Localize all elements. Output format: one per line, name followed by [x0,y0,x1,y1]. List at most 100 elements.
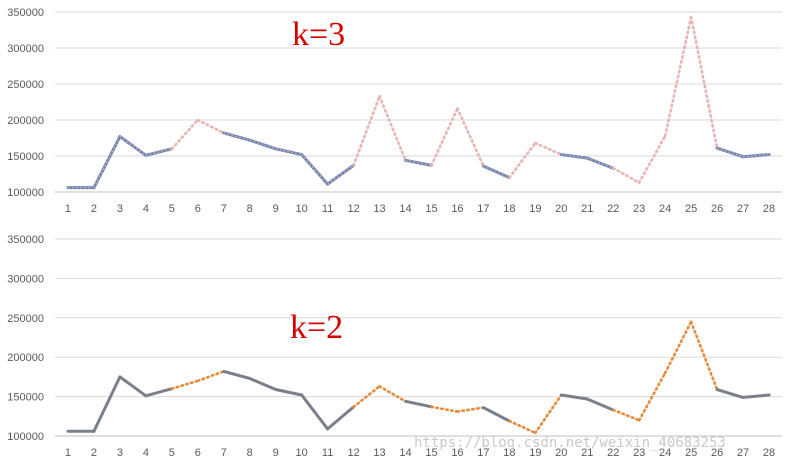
x-tick-label: 2 [91,447,97,459]
x-tick-label: 21 [581,447,593,459]
x-tick-label: 17 [477,447,489,459]
series-segment-overlay [716,147,744,158]
x-tick-label: 14 [399,447,411,459]
x-tick-label: 22 [607,447,619,459]
series-segment-overlay [483,165,510,179]
series-segment-dotted [663,320,693,375]
series-segment-dotted [611,408,641,422]
y-tick-label: 100000 [7,187,44,199]
x-tick-label: 11 [322,203,333,215]
series-segment-overlay [405,159,432,166]
x-tick-label: 15 [425,203,437,215]
series-segment-solid [300,393,330,431]
x-tick-label: 17 [477,203,489,215]
x-tick-label: 26 [711,447,723,459]
watermark-text: https://blog.csdn.net/weixin_40683253 [414,435,726,451]
x-tick-label: 4 [143,203,149,215]
series-segment-dotted [430,107,459,167]
series-segment-overlay [223,132,250,141]
x-tick-label: 20 [555,203,567,215]
series-segment-dotted [689,15,719,150]
series-segment-overlay [275,148,302,156]
x-tick-label: 6 [195,203,201,215]
series-segment-dotted [352,385,381,409]
series-segment-dotted [352,94,381,167]
x-tick-label: 9 [273,203,279,215]
series-segment-dotted [170,379,200,391]
series-segment-dotted [196,370,226,383]
x-tick-label: 28 [763,203,775,215]
series-segment-solid [715,388,745,399]
x-tick-label: 20 [555,447,567,459]
x-tick-label: 1 [65,203,71,215]
series-segment-overlay [119,136,147,156]
x-tick-label: 5 [169,447,175,459]
x-tick-label: 18 [503,447,515,459]
series-segment-dotted [611,166,641,184]
x-tick-label: 23 [633,203,645,215]
y-tick-label: 200000 [7,115,44,127]
x-tick-label: 3 [117,203,123,215]
series-segment-dotted [689,320,719,391]
x-tick-label: 8 [247,203,253,215]
y-tick-label: 250000 [7,313,44,325]
x-tick-label: 16 [451,203,463,215]
x-tick-label: 18 [503,203,515,215]
x-tick-label: 19 [529,203,541,215]
x-tick-label: 14 [399,203,411,215]
x-tick-label: 1 [65,447,71,459]
annotation-k: k=3 [292,16,345,53]
y-tick-label: 100000 [7,431,44,443]
series-segment-solid [481,406,511,423]
series-segment-solid [222,369,252,380]
x-tick-label: 7 [221,203,227,215]
series-segment-overlay [93,136,121,188]
series-segment-overlay [145,148,172,156]
series-segment-dotted [378,94,407,162]
x-tick-label: 21 [581,203,593,215]
x-tick-label: 13 [373,447,385,459]
x-tick-label: 27 [737,447,749,459]
series-segment-dotted [430,405,459,413]
x-tick-label: 11 [322,447,333,459]
x-tick-label: 28 [763,447,775,459]
x-tick-label: 10 [296,203,308,215]
series-segment-overlay [561,153,588,159]
x-tick-label: 25 [685,447,697,459]
series-segment-solid [326,405,356,431]
annotation-k: k=2 [290,309,343,346]
series-segment-overlay [301,154,329,185]
x-tick-label: 19 [529,447,541,459]
series-segment-dotted [637,371,667,422]
series-segment-overlay [743,153,770,158]
series-segment-solid [404,399,433,409]
x-tick-label: 23 [633,447,645,459]
x-tick-label: 13 [373,203,385,215]
series-segment-solid [248,376,278,392]
x-tick-label: 24 [659,447,671,459]
y-tick-label: 350000 [7,234,44,246]
y-tick-label: 200000 [7,352,44,364]
x-tick-label: 22 [607,203,619,215]
series-segment-dotted [378,385,407,403]
y-tick-label: 150000 [7,151,44,163]
y-tick-label: 150000 [7,392,44,404]
series-segment-dotted [508,419,537,435]
x-tick-label: 3 [117,447,123,459]
x-tick-label: 12 [347,203,359,215]
series-segment-solid [92,375,122,433]
x-tick-label: 6 [195,447,201,459]
series-segment-dotted [637,134,667,184]
x-tick-label: 27 [737,203,749,215]
series-segment-overlay [249,139,276,150]
x-tick-label: 12 [347,447,359,459]
x-tick-label: 15 [425,447,437,459]
series-segment-solid [585,397,615,412]
series-segment-solid [741,393,771,399]
series-segment-dotted [456,406,485,413]
x-tick-label: 4 [143,447,149,459]
